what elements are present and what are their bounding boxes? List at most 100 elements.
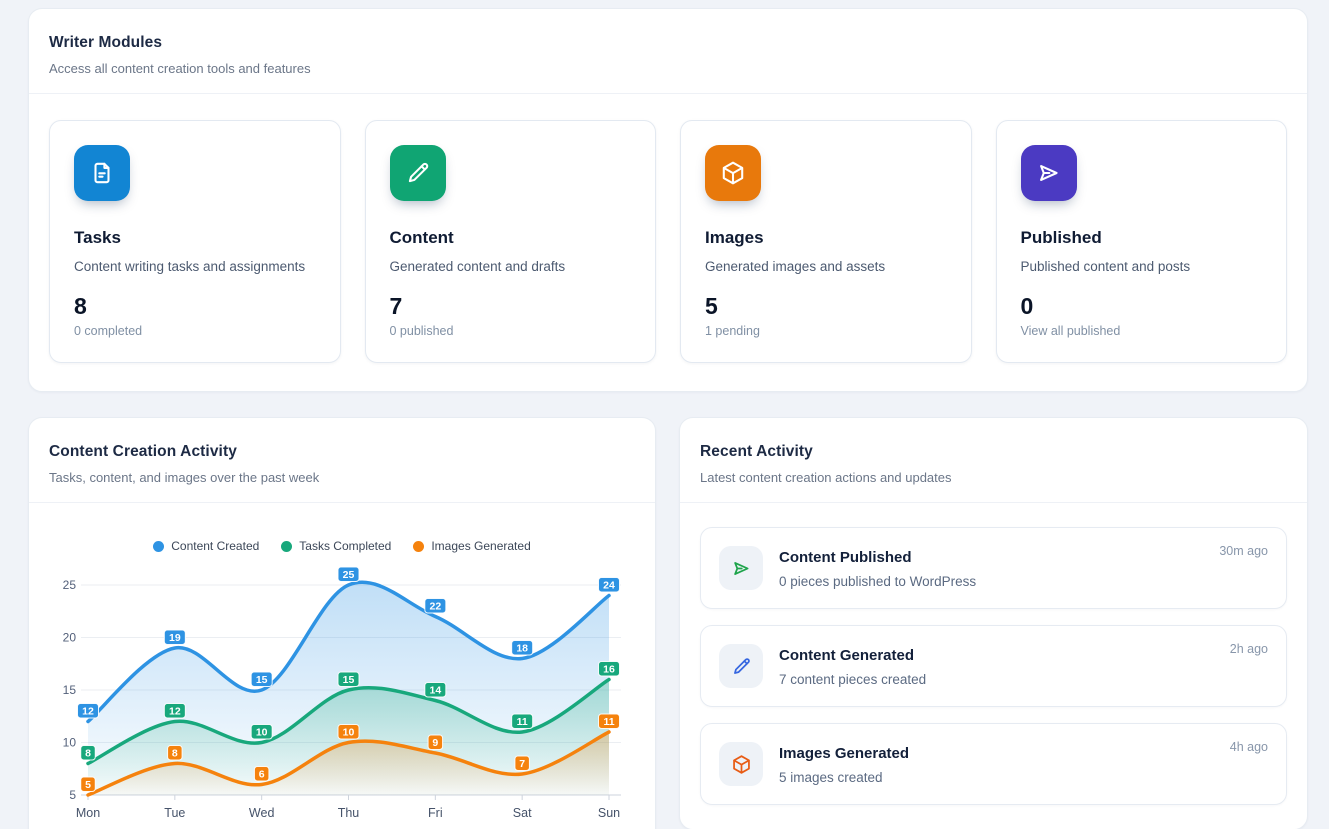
activity-item: Images Generated 5 images created 4h ago [700,723,1287,805]
recent-activity-header: Recent Activity Latest content creation … [680,418,1307,503]
pencil-icon [408,162,428,183]
writer-modules-panel: Writer Modules Access all content creati… [28,8,1308,392]
legend-dot [153,540,165,552]
svg-text:14: 14 [429,685,441,697]
page-title: Writer Modules [49,34,163,51]
module-title: Content [389,228,454,247]
module-sublabel: 0 completed [74,324,143,338]
pencil-icon [733,657,750,674]
recent-activity-card: Recent Activity Latest content creation … [679,417,1308,829]
svg-text:Tue: Tue [164,806,185,820]
recent-activity-subtitle: Latest content creation actions and upda… [700,470,952,485]
module-description: Generated content and drafts [389,259,566,274]
activity-description: 5 images created [779,770,883,785]
chart-title: Content Creation Activity [49,443,237,460]
legend-dot [413,540,425,552]
module-icon-tile [705,145,761,201]
legend-label: Content Created [171,539,260,553]
activity-item-body: Content Generated 7 content pieces creat… [779,645,1214,687]
activity-item-body: Content Published 0 pieces published to … [779,547,1203,589]
recent-activity-title: Recent Activity [700,443,813,460]
svg-text:Sun: Sun [598,806,620,820]
module-count: 5 [705,293,718,319]
activity-chart[interactable]: 5 10 15 20 25 Mon Tue Wed Thu Fri Sat Sun 12 19 15 25 22… [29,562,655,829]
legend-label: Tasks Completed [299,539,392,553]
module-icon-tile [389,145,446,201]
svg-text:10: 10 [256,727,268,739]
chart-legend: Content Created Tasks Completed Images Gen… [29,539,655,553]
svg-text:15: 15 [63,683,77,697]
module-card[interactable]: Content Generated content and drafts 7 0… [364,120,656,363]
page-subtitle: Access all content creation tools and fe… [49,61,311,76]
legend-label: Images Generated [431,539,531,553]
svg-text:9: 9 [432,737,438,749]
svg-text:12: 12 [82,706,94,718]
svg-text:7: 7 [519,758,525,770]
svg-text:10: 10 [343,727,355,739]
svg-text:8: 8 [85,748,91,760]
writer-modules-header: Writer Modules Access all content creati… [29,9,1307,94]
svg-text:11: 11 [603,716,614,728]
svg-text:Wed: Wed [249,806,275,820]
activity-item: Content Published 0 pieces published to … [700,527,1287,609]
svg-text:Thu: Thu [338,806,360,820]
module-title: Images [705,228,764,247]
legend-item[interactable]: Tasks Completed [281,539,391,553]
module-title: Published [1020,228,1102,247]
activity-list: Content Published 0 pieces published to … [680,503,1307,829]
chart-header: Content Creation Activity Tasks, content… [29,418,655,503]
module-card[interactable]: Published Published content and posts 0 … [995,120,1287,363]
svg-text:12: 12 [169,706,181,718]
cube-icon [732,754,750,774]
module-card[interactable]: Images Generated images and assets 5 1 p… [680,120,972,363]
svg-text:18: 18 [516,643,528,655]
content-creation-activity-card: Content Creation Activity Tasks, content… [28,417,656,829]
svg-text:Sat: Sat [513,806,532,820]
activity-time: 4h ago [1229,740,1268,754]
activity-description: 7 content pieces created [779,672,927,687]
svg-text:25: 25 [343,569,355,581]
svg-text:11: 11 [517,716,528,728]
module-title: Tasks [74,228,121,247]
module-sublabel: 1 pending [705,324,760,338]
svg-text:22: 22 [429,601,441,613]
svg-text:15: 15 [256,674,268,686]
module-description: Content writing tasks and assignments [74,259,306,274]
chart-subtitle: Tasks, content, and images over the past… [49,470,320,485]
activity-title: Images Generated [779,745,910,762]
module-description: Generated images and assets [705,259,886,274]
activity-item: Content Generated 7 content pieces creat… [700,625,1287,707]
activity-icon-tile [719,742,763,786]
module-description: Published content and posts [1020,259,1191,274]
svg-text:20: 20 [63,631,77,645]
activity-item-body: Images Generated 5 images created [779,743,1214,785]
module-icon-tile [74,145,130,201]
svg-text:19: 19 [169,632,181,644]
file-icon [94,162,110,184]
module-card[interactable]: Tasks Content writing tasks and assignme… [49,120,341,363]
activity-icon-tile [719,644,763,688]
activity-title: Content Published [779,549,912,566]
svg-text:5: 5 [85,779,91,791]
module-count: 7 [389,293,403,319]
module-sublabel: 0 published [389,324,454,338]
legend-item[interactable]: Content Created [153,539,259,553]
svg-text:Mon: Mon [76,806,100,820]
module-count: 0 [1020,293,1034,319]
svg-text:10: 10 [63,736,77,750]
svg-text:6: 6 [259,769,265,781]
svg-text:25: 25 [63,578,77,592]
legend-item[interactable]: Images Generated [413,539,531,553]
cube-icon [722,161,744,185]
svg-text:24: 24 [603,580,615,592]
send-icon [733,561,748,575]
bottom-row: Content Creation Activity Tasks, content… [28,417,1308,829]
activity-icon-tile [719,546,763,590]
module-icon-tile [1020,145,1077,201]
activity-time: 30m ago [1219,544,1268,558]
activity-description: 0 pieces published to WordPress [779,574,977,589]
legend-dot [281,540,293,552]
send-icon [1039,165,1058,181]
activity-title: Content Generated [779,647,915,664]
